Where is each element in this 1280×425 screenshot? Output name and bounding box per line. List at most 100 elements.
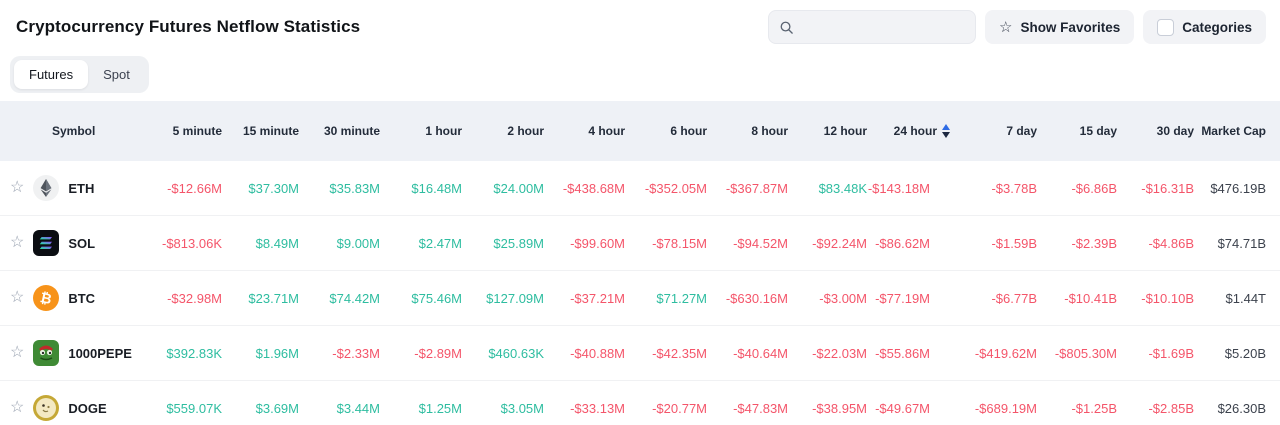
netflow-value: $3.69M <box>255 400 299 416</box>
netflow-value: -$99.60M <box>570 235 625 251</box>
column-header-30min[interactable]: 30 minute <box>323 124 380 138</box>
column-header-8h[interactable]: 8 hour <box>751 124 788 138</box>
column-header-2h[interactable]: 2 hour <box>507 124 544 138</box>
column-header-symbol[interactable]: Symbol <box>52 124 96 138</box>
top-bar: Cryptocurrency Futures Netflow Statistic… <box>0 0 1280 46</box>
column-header-24h[interactable]: 24 hour <box>867 124 950 139</box>
table-row[interactable]: ☆ DOGE $559.07K $3.69M $3.44M $1.25M $3.05M -… <box>0 381 1280 425</box>
categories-label: Categories <box>1182 19 1252 35</box>
netflow-value: -$143.18M <box>867 180 930 196</box>
netflow-value: -$2.39B <box>1071 235 1117 251</box>
table-row[interactable]: ☆ 1000PEPE $392.83K $1.96M -$2.33M -$2.89M $… <box>0 326 1280 381</box>
categories-button[interactable]: Categories <box>1143 10 1266 44</box>
netflow-value: $25.89M <box>493 235 544 251</box>
search-input[interactable] <box>799 19 976 35</box>
search-box[interactable] <box>767 10 976 44</box>
tab-bar-wrap: Futures Spot <box>0 46 1280 101</box>
favorite-star-icon[interactable]: ☆ <box>10 179 25 196</box>
netflow-value: -$16.31B <box>1141 180 1194 196</box>
column-header-15min[interactable]: 15 minute <box>242 124 299 138</box>
star-icon: ☆ <box>998 18 1013 36</box>
netflow-value: $37.30M <box>248 180 299 196</box>
netflow-value: -$78.15M <box>652 235 707 251</box>
sol-icon <box>33 230 60 256</box>
netflow-value: -$1.69B <box>1148 345 1194 361</box>
netflow-value: -$805.30M <box>1054 345 1117 361</box>
market-cap-value: $5.20B <box>1224 345 1266 361</box>
netflow-value: -$2.33M <box>332 345 380 361</box>
symbol-cell: ☆ SOL <box>10 230 140 256</box>
netflow-value: $75.46M <box>411 290 462 306</box>
table-row[interactable]: ☆ ₿ BTC -$32.98M $23.71M $74.42M $75.46M $12… <box>0 271 1280 326</box>
column-header-1h[interactable]: 1 hour <box>425 124 462 138</box>
tab-bar: Futures Spot <box>10 56 149 93</box>
column-header-5min[interactable]: 5 minute <box>172 124 222 138</box>
column-header-6h[interactable]: 6 hour <box>670 124 707 138</box>
netflow-value: -$37.21M <box>570 290 625 306</box>
column-header-30d[interactable]: 30 day <box>1156 124 1194 138</box>
table-row[interactable]: ☆ SOL -$813.06K $8.49M $9.00M $2.47M $25.89M… <box>0 216 1280 271</box>
symbol-cell: ☆ DOGE <box>10 395 140 421</box>
column-header-12h[interactable]: 12 hour <box>823 124 867 138</box>
symbol-cell: ☆ ETH <box>10 175 140 201</box>
netflow-value: -$3.78B <box>991 180 1037 196</box>
netflow-value: $127.09M <box>486 290 544 306</box>
column-header-7d[interactable]: 7 day <box>1006 124 1037 138</box>
svg-text:₿: ₿ <box>39 289 53 307</box>
sort-arrows-icon[interactable] <box>942 124 950 139</box>
netflow-value: -$94.52M <box>733 235 788 251</box>
netflow-value: -$2.85B <box>1148 400 1194 416</box>
market-cap-value: $1.44T <box>1225 290 1266 306</box>
doge-icon <box>33 395 60 421</box>
netflow-value: -$1.59B <box>991 235 1037 251</box>
market-cap-value: $26.30B <box>1217 400 1266 416</box>
netflow-value: -$32.98M <box>167 290 222 306</box>
show-favorites-button[interactable]: ☆ Show Favorites <box>984 10 1135 44</box>
column-header-4h[interactable]: 4 hour <box>588 124 625 138</box>
netflow-value: -$689.19M <box>974 400 1037 416</box>
netflow-value: -$6.77B <box>991 290 1037 306</box>
netflow-value: $16.48M <box>411 180 462 196</box>
netflow-value: -$438.68M <box>562 180 625 196</box>
netflow-value: -$92.24M <box>812 235 867 251</box>
netflow-value: -$47.83M <box>733 400 788 416</box>
symbol-label: SOL <box>68 235 96 251</box>
favorite-star-icon[interactable]: ☆ <box>10 289 25 306</box>
netflow-value: $1.96M <box>255 345 299 361</box>
netflow-value: $2.47M <box>418 235 462 251</box>
eth-icon <box>33 175 60 201</box>
netflow-value: $24.00M <box>493 180 544 196</box>
symbol-cell: ☆ 1000PEPE <box>10 340 140 366</box>
symbol-cell: ☆ ₿ BTC <box>10 285 140 311</box>
column-header-mcap[interactable]: Market Cap <box>1201 124 1266 138</box>
table-row[interactable]: ☆ ETH -$12.66M $37.30M $35.83M $16.48M $24.0… <box>0 161 1280 216</box>
tab-spot[interactable]: Spot <box>88 60 145 89</box>
netflow-value: $74.42M <box>329 290 380 306</box>
netflow-value: -$10.41B <box>1064 290 1117 306</box>
netflow-value: -$12.66M <box>167 180 222 196</box>
netflow-value: $559.07K <box>166 400 222 416</box>
symbol-label: 1000PEPE <box>68 345 132 361</box>
show-favorites-label: Show Favorites <box>1020 19 1121 35</box>
netflow-value: -$40.88M <box>570 345 625 361</box>
netflow-value: -$10.10B <box>1141 290 1194 306</box>
netflow-value: $9.00M <box>336 235 380 251</box>
column-header-15d[interactable]: 15 day <box>1079 124 1117 138</box>
favorite-star-icon[interactable]: ☆ <box>10 234 25 251</box>
netflow-value: -$77.19M <box>875 290 930 306</box>
netflow-value: $1.25M <box>418 400 462 416</box>
market-cap-value: $74.71B <box>1217 235 1266 251</box>
netflow-value: -$55.86M <box>875 345 930 361</box>
table-body: ☆ ETH -$12.66M $37.30M $35.83M $16.48M $24.0… <box>0 161 1280 425</box>
btc-icon: ₿ <box>33 285 60 311</box>
netflow-value: $3.44M <box>336 400 380 416</box>
netflow-value: -$40.64M <box>733 345 788 361</box>
categories-checkbox[interactable] <box>1157 18 1175 36</box>
page-title: Cryptocurrency Futures Netflow Statistic… <box>16 17 361 36</box>
favorite-star-icon[interactable]: ☆ <box>10 399 25 416</box>
netflow-value: -$33.13M <box>570 400 625 416</box>
netflow-value: -$6.86B <box>1071 180 1117 196</box>
favorite-star-icon[interactable]: ☆ <box>10 344 25 361</box>
netflow-value: $35.83M <box>329 180 380 196</box>
tab-futures[interactable]: Futures <box>14 60 89 89</box>
